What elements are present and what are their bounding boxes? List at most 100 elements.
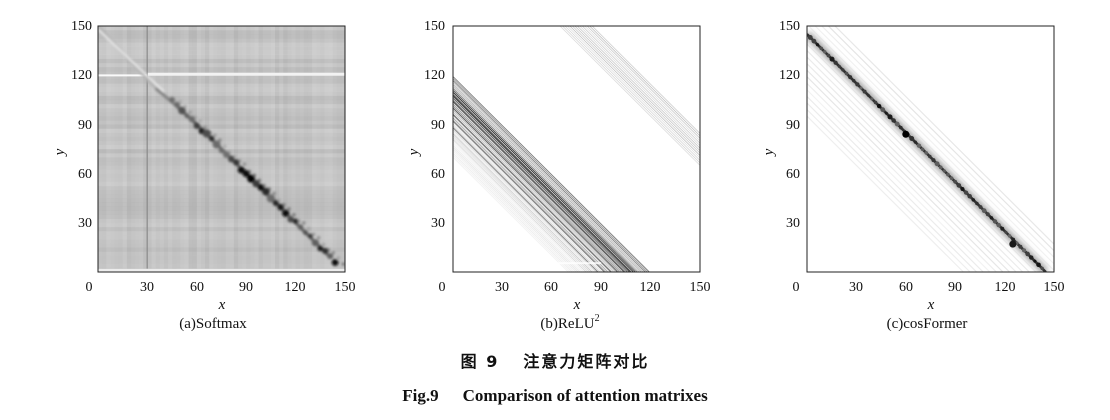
diagonal-line — [453, 111, 615, 272]
diagonal-dot — [975, 201, 979, 206]
figure-number-cn: 图 9 — [460, 352, 500, 371]
diagonal-dot — [920, 147, 925, 152]
texture-stripe — [98, 38, 345, 43]
texture-stripe — [122, 26, 128, 272]
diagonal-blob — [292, 218, 299, 224]
diagonal-dot — [971, 198, 976, 202]
texture-stripe — [176, 26, 181, 272]
diagonal-line — [453, 95, 630, 272]
diagonal-dot — [829, 56, 835, 62]
diagonal-dot — [934, 161, 940, 167]
diagonal-blob — [302, 221, 306, 225]
texture-stripe — [98, 153, 345, 158]
diagonal-blob — [203, 125, 207, 129]
diagonal-line — [453, 152, 573, 272]
diagonal-dot — [873, 100, 878, 105]
texture-stripe — [110, 26, 115, 272]
diagonal-line — [453, 91, 634, 272]
diagonal-blob — [178, 106, 186, 115]
texture-stripe — [279, 26, 284, 272]
diagonal-dot — [953, 179, 958, 184]
secondary-line — [574, 26, 700, 151]
texture-stripe — [303, 26, 309, 272]
diagonal-line — [453, 135, 591, 272]
texture-stripe — [98, 190, 345, 195]
diagonal-dot — [963, 190, 969, 195]
diagonal-dot — [841, 68, 845, 72]
diagonal-highlight — [98, 28, 165, 93]
texture-stripe — [159, 26, 165, 272]
secondary-line — [572, 26, 700, 154]
diagonal-dot — [819, 46, 824, 51]
diagonal-dot — [891, 118, 896, 123]
y-tick-label: 150 — [779, 19, 800, 34]
diagonal-line — [453, 107, 619, 272]
diagonal-blob — [272, 199, 279, 207]
texture-stripe — [316, 26, 321, 272]
diagonal-dot — [938, 165, 943, 170]
diagonal-blob — [213, 133, 217, 137]
texture-stripe — [270, 26, 276, 272]
diagonal-dot — [862, 89, 867, 94]
diagonal-blob — [202, 129, 211, 138]
diagonal-blob — [322, 247, 329, 255]
diagonal-line — [453, 129, 597, 272]
diagonal-blob — [222, 151, 230, 159]
y-tick-label: 120 — [71, 68, 92, 83]
texture-stripe — [98, 132, 345, 137]
diagonal-dot — [913, 140, 917, 144]
texture-stripe — [209, 26, 214, 272]
secondary-line — [569, 26, 700, 156]
y-axis-label: y — [406, 148, 422, 157]
diagonal-blob — [287, 216, 294, 223]
texture-stripe — [98, 91, 345, 96]
y-axis-label: y — [761, 148, 777, 157]
x-tick-label: 90 — [239, 280, 253, 295]
texture-stripe — [324, 26, 329, 272]
diagonal-line — [453, 76, 650, 272]
diagonal-dot — [866, 93, 870, 97]
y-tick-label: 90 — [786, 118, 800, 133]
y-tick-label: 60 — [431, 167, 445, 182]
texture-stripe — [151, 26, 156, 272]
texture-stripe — [98, 108, 345, 113]
diagonal-line — [453, 101, 625, 272]
diagonal-blob — [183, 104, 187, 108]
texture-stripe — [98, 26, 103, 272]
diagonal-line — [453, 84, 642, 272]
texture-stripe — [163, 26, 169, 272]
diagonal-dot — [815, 43, 820, 47]
diagonal-line — [453, 141, 585, 272]
diagonal-line — [453, 131, 595, 272]
texture-stripe — [98, 83, 345, 88]
diagonal-blob — [173, 101, 181, 108]
offdiag-streak — [807, 50, 1030, 272]
diagonal-blob — [208, 135, 215, 142]
x-axis-label: x — [218, 297, 226, 313]
texture-stripe — [98, 140, 345, 146]
diagonal-blob — [247, 174, 256, 183]
texture-stripe — [98, 185, 345, 191]
offdiag-streak — [807, 76, 1004, 272]
texture-stripe — [254, 26, 259, 272]
secondary-line — [579, 26, 700, 147]
diagonal-dot — [981, 208, 987, 214]
x-tick-label: 0 — [439, 280, 446, 295]
diagonal-dot — [884, 111, 888, 115]
texture-stripe — [98, 235, 345, 240]
texture-stripe — [98, 46, 345, 51]
texture-stripe — [155, 26, 161, 272]
diagonal-blob — [317, 245, 324, 252]
texture-stripe — [98, 243, 345, 248]
secondary-line — [562, 26, 700, 164]
diagonal-dot — [823, 50, 827, 54]
x-tick-label: 150 — [1044, 280, 1065, 295]
texture-stripe — [98, 169, 345, 174]
y-tick-label: 120 — [779, 68, 800, 83]
offdiag-streak — [807, 96, 984, 272]
texture-stripe — [283, 26, 288, 272]
diagonal-line — [453, 89, 636, 272]
texture-stripe — [102, 26, 107, 272]
diagonal-line — [453, 143, 583, 272]
texture-stripe — [167, 26, 173, 272]
